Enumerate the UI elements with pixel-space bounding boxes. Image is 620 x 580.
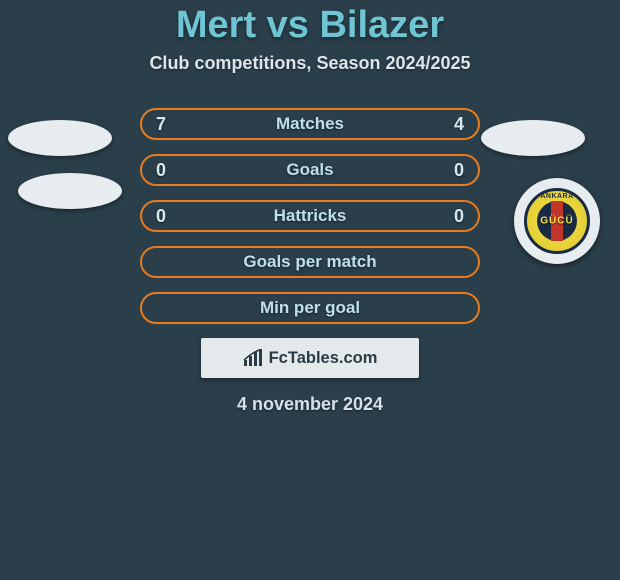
stat-label: Goals — [286, 160, 333, 180]
stat-label: Matches — [276, 114, 344, 134]
stat-label: Goals per match — [243, 252, 376, 272]
page-subtitle: Club competitions, Season 2024/2025 — [0, 53, 620, 74]
stat-label: Min per goal — [260, 298, 360, 318]
stat-row-matches: 7 Matches 4 — [140, 108, 480, 140]
stat-row-goals-per-match: Goals per match — [140, 246, 480, 278]
stat-left-value: 0 — [156, 206, 166, 227]
snapshot-date: 4 november 2024 — [0, 394, 620, 415]
stat-pill: 0 Goals 0 — [140, 154, 480, 186]
stat-right-value: 0 — [454, 206, 464, 227]
stat-pill: 7 Matches 4 — [140, 108, 480, 140]
crest-top-text: ANKARA — [527, 193, 587, 200]
stat-label: Hattricks — [274, 206, 347, 226]
stat-row-goals: 0 Goals 0 — [140, 154, 480, 186]
stat-right-value: 4 — [454, 114, 464, 135]
stat-right-value: 0 — [454, 160, 464, 181]
crest-mid-text: GÜCÜ — [537, 216, 577, 227]
brand-badge[interactable]: FcTables.com — [201, 338, 419, 378]
stat-pill: Min per goal — [140, 292, 480, 324]
stat-row-hattricks: 0 Hattricks 0 — [140, 200, 480, 232]
brand-text: FcTables.com — [269, 349, 378, 368]
player-left-logo-1 — [8, 120, 112, 156]
stat-pill: 0 Hattricks 0 — [140, 200, 480, 232]
player-right-logo-1 — [481, 120, 585, 156]
stat-left-value: 7 — [156, 114, 166, 135]
page-title: Mert vs Bilazer — [0, 4, 620, 47]
stat-row-min-per-goal: Min per goal — [140, 292, 480, 324]
chart-icon — [243, 349, 265, 367]
stat-left-value: 0 — [156, 160, 166, 181]
player-left-logo-2 — [18, 173, 122, 209]
stat-pill: Goals per match — [140, 246, 480, 278]
player-right-crest: ANKARA GÜCÜ — [514, 178, 600, 264]
